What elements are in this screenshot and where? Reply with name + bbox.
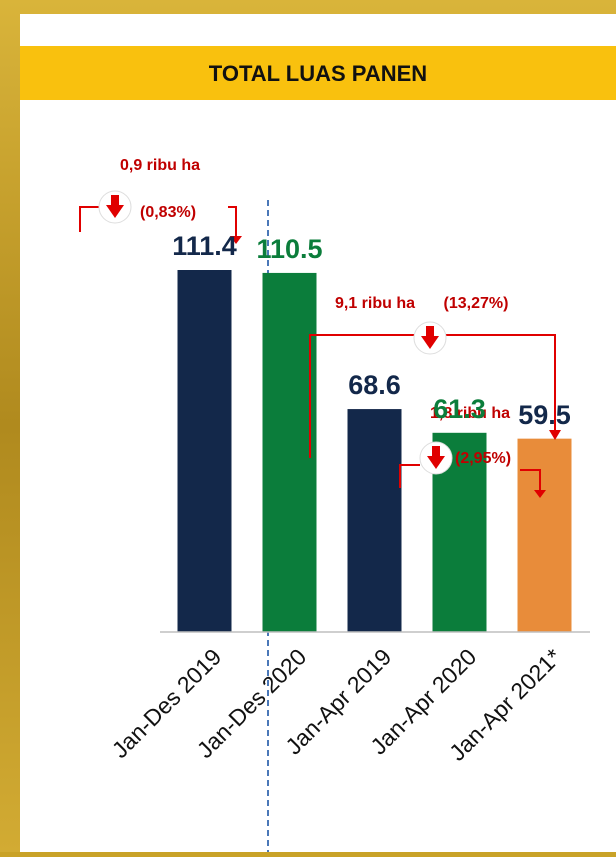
- annotation: 0,9 ribu ha: [120, 157, 200, 174]
- data-label: 110.5: [256, 234, 322, 264]
- bar: [347, 409, 402, 632]
- data-label: 59.5: [518, 400, 571, 430]
- annotation: (13,27%): [444, 295, 509, 312]
- data-label: 61.3: [433, 394, 486, 424]
- data-label: 111.4: [172, 231, 237, 261]
- annotation: 1,8 ribu ha: [430, 405, 510, 422]
- bar: [177, 270, 232, 632]
- header-band: [20, 46, 616, 100]
- bar: [517, 438, 572, 632]
- annotation: (0,83%): [140, 204, 196, 221]
- annotation: (2,95%): [455, 450, 511, 467]
- data-label: 68.6: [348, 370, 401, 400]
- down-icons: [98, 190, 453, 475]
- annotation: 9,1 ribu ha: [335, 295, 415, 312]
- bar: [262, 272, 317, 632]
- arrowheads: [230, 236, 561, 498]
- chart-title: TOTAL LUAS PANEN: [209, 61, 427, 86]
- panel: [20, 14, 616, 852]
